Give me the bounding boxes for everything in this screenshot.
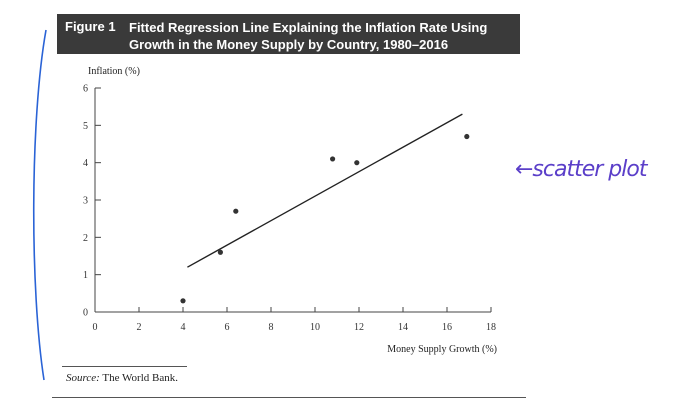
figure-header: Figure 1 Fitted Regression Line Explaini… [57, 14, 520, 54]
figure-title: Fitted Regression Line Explaining the In… [129, 20, 488, 52]
handwritten-bracket [32, 29, 47, 381]
source-note: Source: The World Bank. [66, 372, 178, 384]
bottom-rule [52, 397, 526, 398]
x-axis-title: Money Supply Growth (%) [387, 344, 497, 355]
x-tick-label: 12 [354, 322, 364, 333]
source-divider [62, 366, 187, 367]
figure-number: Figure 1 [65, 19, 116, 34]
data-point [464, 133, 470, 140]
y-tick-label: 0 [83, 308, 88, 319]
handwritten-annotation: ←scatter plot [515, 157, 647, 182]
y-tick-label: 3 [83, 196, 88, 207]
y-tick-label: 2 [83, 233, 88, 244]
y-tick-label: 1 [83, 270, 88, 281]
x-tick-label: 18 [486, 322, 496, 333]
data-point [180, 298, 186, 304]
data-point [330, 156, 336, 162]
x-tick-label: 4 [181, 322, 186, 333]
x-tick-label: 2 [137, 322, 142, 333]
x-tick-label: 6 [225, 322, 230, 333]
regression-line [187, 113, 463, 268]
x-tick-label: 8 [269, 322, 274, 333]
data-point [354, 160, 360, 166]
y-tick-label: 5 [83, 121, 88, 132]
source-label: Source: [66, 372, 100, 384]
data-point [217, 249, 223, 255]
source-value: The World Bank. [102, 372, 178, 384]
x-tick-label: 10 [310, 322, 320, 333]
x-tick-label: 16 [442, 322, 452, 333]
data-point [233, 208, 239, 214]
x-tick-label: 0 [93, 322, 98, 333]
y-axis-title: Inflation (%) [88, 66, 140, 77]
y-tick-label: 6 [83, 84, 88, 95]
y-tick-label: 4 [83, 158, 88, 169]
x-tick-label: 14 [398, 322, 408, 333]
